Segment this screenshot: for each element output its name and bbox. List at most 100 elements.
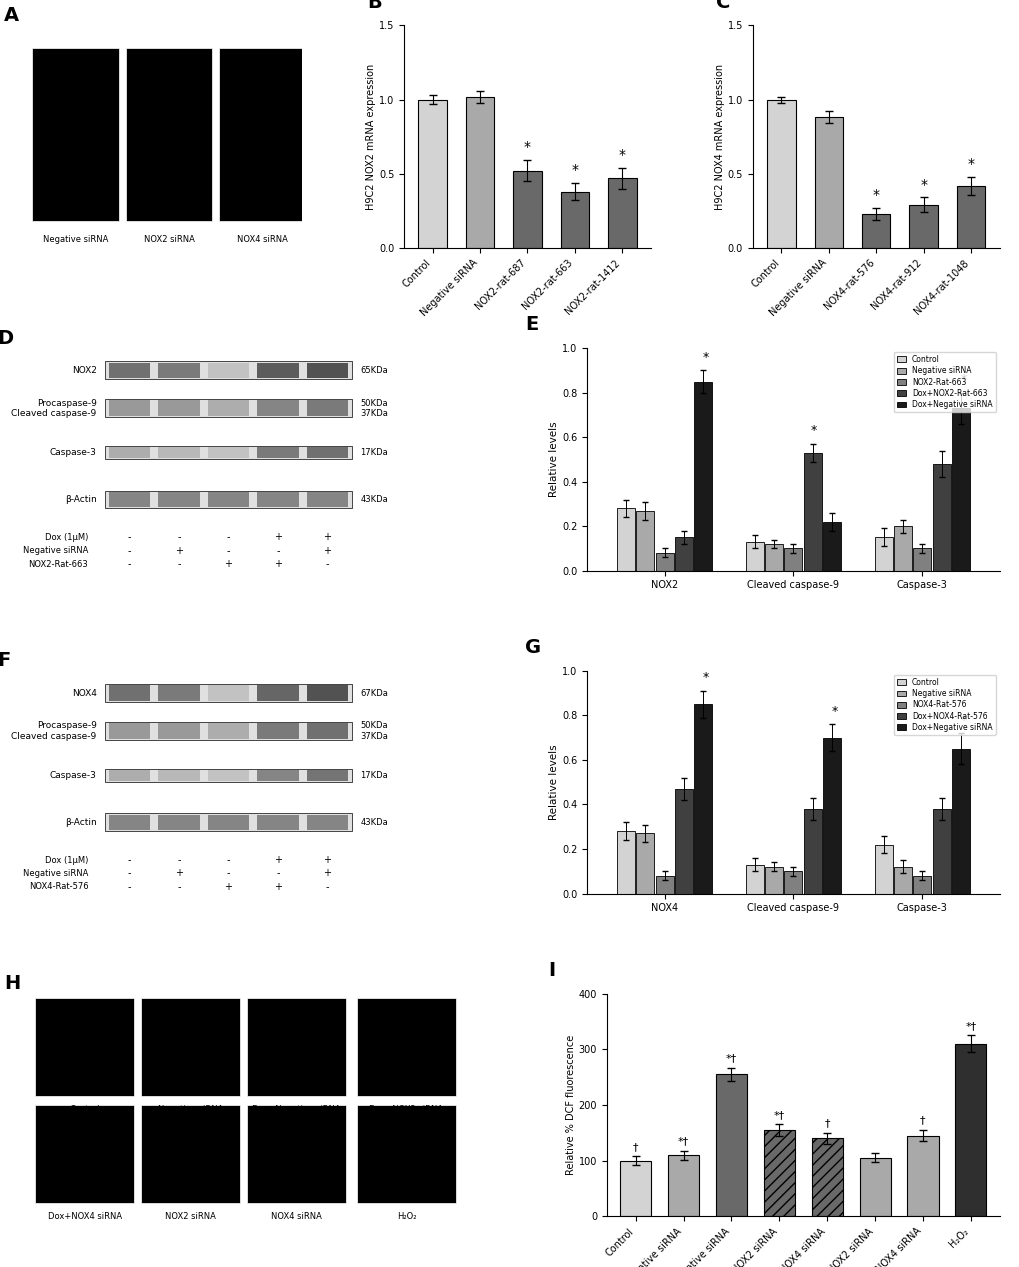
Legend: Control, Negative siRNA, NOX2-Rat-663, Dox+NOX2-Rat-663, Dox+Negative siRNA: Control, Negative siRNA, NOX2-Rat-663, D… — [893, 352, 995, 412]
Bar — [667, 1156, 698, 1216]
Text: 50KDa
37KDa: 50KDa 37KDa — [360, 721, 388, 741]
Bar — [105, 490, 352, 508]
Text: -: - — [127, 855, 131, 865]
Text: *: * — [960, 713, 966, 726]
Legend: Control, Negative siRNA, NOX4-Rat-576, Dox+NOX4-Rat-576, Dox+Negative siRNA: Control, Negative siRNA, NOX4-Rat-576, D… — [893, 675, 995, 735]
Bar — [307, 723, 347, 739]
Text: NOX2 siRNA: NOX2 siRNA — [144, 234, 195, 243]
Bar — [636, 834, 653, 893]
Bar — [109, 400, 150, 416]
Bar — [616, 831, 634, 893]
Bar — [951, 408, 969, 570]
Bar — [956, 186, 984, 248]
Bar — [109, 685, 150, 701]
Bar — [675, 789, 692, 893]
Bar — [803, 808, 821, 893]
Bar — [307, 815, 347, 830]
Text: +: + — [175, 868, 182, 878]
Bar — [764, 867, 783, 893]
Text: F: F — [0, 651, 11, 670]
Text: 17KDa: 17KDa — [360, 772, 388, 780]
Text: G: G — [525, 639, 541, 658]
Bar — [655, 552, 673, 570]
Bar — [257, 400, 299, 416]
Text: Negative siRNA: Negative siRNA — [23, 546, 89, 555]
Bar — [105, 399, 352, 417]
Bar — [208, 362, 249, 378]
Bar — [357, 1105, 455, 1202]
Bar — [307, 362, 347, 378]
Bar — [141, 1105, 239, 1202]
Bar — [951, 749, 969, 893]
Bar — [257, 723, 299, 739]
Bar — [208, 685, 249, 701]
Bar — [208, 400, 249, 416]
Text: +: + — [224, 559, 232, 569]
Bar — [32, 48, 118, 222]
Text: NOX2: NOX2 — [71, 366, 97, 375]
Text: +: + — [323, 855, 331, 865]
Text: -: - — [127, 882, 131, 892]
Text: Negative siRNA: Negative siRNA — [158, 1105, 223, 1114]
Text: E: E — [525, 315, 538, 334]
Bar — [822, 737, 841, 893]
Bar — [158, 723, 200, 739]
Text: Dox (1μM): Dox (1μM) — [45, 533, 89, 542]
Bar — [675, 537, 692, 570]
Text: -: - — [325, 559, 329, 569]
Text: β-Actin: β-Actin — [65, 495, 97, 504]
Text: *†: *† — [726, 1053, 737, 1063]
Bar — [822, 522, 841, 570]
Bar — [105, 361, 352, 379]
Text: †: † — [919, 1116, 925, 1125]
Bar — [893, 526, 911, 570]
Bar — [257, 492, 299, 507]
Bar — [105, 446, 352, 460]
Text: 50KDa
37KDa: 50KDa 37KDa — [360, 399, 388, 418]
Bar — [257, 447, 299, 459]
Bar — [607, 179, 636, 248]
Bar — [257, 815, 299, 830]
Bar — [35, 998, 135, 1096]
Text: -: - — [226, 868, 230, 878]
Bar — [158, 400, 200, 416]
Bar — [616, 508, 634, 570]
Text: -: - — [127, 868, 131, 878]
Y-axis label: Relative % DCF fluorescence: Relative % DCF fluorescence — [566, 1035, 576, 1175]
Bar — [784, 872, 802, 893]
Text: *†: *† — [678, 1136, 689, 1147]
Text: -: - — [177, 882, 180, 892]
Bar — [257, 362, 299, 378]
Bar — [307, 770, 347, 782]
Bar — [208, 770, 249, 782]
Bar — [694, 381, 711, 570]
Text: NOX4 siRNA: NOX4 siRNA — [271, 1211, 321, 1221]
Text: *: * — [571, 162, 578, 176]
Text: +: + — [175, 546, 182, 556]
Text: Dox+NOX2 siRNA: Dox+NOX2 siRNA — [369, 1105, 443, 1114]
Text: NOX4-Rat-576: NOX4-Rat-576 — [29, 882, 89, 892]
Text: *: * — [524, 141, 531, 155]
Y-axis label: Relative levels: Relative levels — [549, 745, 558, 820]
Text: -: - — [127, 559, 131, 569]
Bar — [955, 1044, 985, 1216]
Bar — [814, 118, 842, 248]
Bar — [105, 684, 352, 702]
Y-axis label: H9C2 NOX4 mRNA expression: H9C2 NOX4 mRNA expression — [714, 63, 725, 210]
Text: +: + — [274, 882, 281, 892]
Bar — [158, 685, 200, 701]
Text: H₂O₂: H₂O₂ — [396, 1211, 416, 1221]
Bar — [219, 48, 306, 222]
Text: 65KDa: 65KDa — [360, 366, 388, 375]
Bar — [158, 492, 200, 507]
Text: *: * — [919, 177, 926, 191]
Bar — [109, 362, 150, 378]
Text: β-Actin: β-Actin — [65, 817, 97, 827]
Text: NOX4 siRNA: NOX4 siRNA — [237, 234, 287, 243]
Text: NOX4: NOX4 — [71, 689, 97, 698]
Bar — [158, 770, 200, 782]
Text: -: - — [226, 546, 230, 556]
Bar — [873, 845, 892, 893]
Y-axis label: H9C2 NOX2 mRNA expression: H9C2 NOX2 mRNA expression — [366, 63, 376, 210]
Bar — [861, 214, 890, 248]
